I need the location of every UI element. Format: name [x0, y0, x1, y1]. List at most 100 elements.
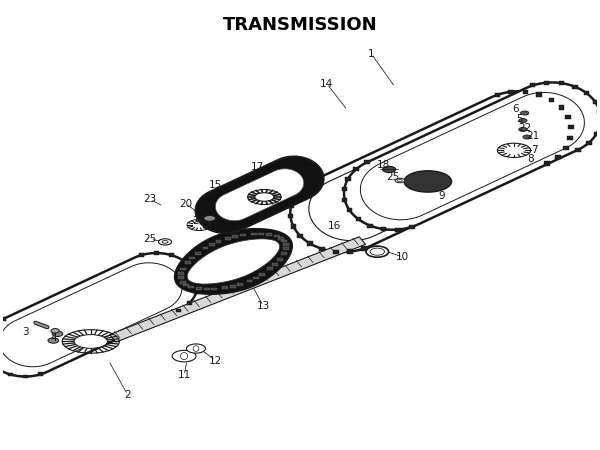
Polygon shape — [110, 237, 365, 342]
Bar — [341, 187, 347, 191]
Bar — [283, 243, 289, 246]
Text: 25: 25 — [386, 172, 400, 182]
Text: 5: 5 — [517, 114, 523, 124]
Text: 8: 8 — [527, 154, 534, 164]
Bar — [183, 284, 189, 286]
Bar — [259, 273, 265, 275]
Text: 16: 16 — [328, 221, 341, 231]
Bar — [523, 90, 529, 94]
Text: TRANSMISSION: TRANSMISSION — [223, 16, 377, 34]
Bar — [342, 198, 347, 202]
Text: 22: 22 — [518, 123, 532, 133]
Ellipse shape — [48, 338, 59, 343]
Polygon shape — [361, 92, 584, 220]
Text: 6: 6 — [512, 104, 518, 114]
Text: 4: 4 — [50, 333, 56, 343]
Bar — [312, 178, 317, 182]
Bar — [563, 146, 569, 150]
Bar — [293, 193, 299, 198]
Bar — [347, 249, 353, 254]
Bar — [188, 286, 194, 288]
Bar — [266, 233, 272, 236]
Bar — [247, 279, 253, 282]
Text: 15: 15 — [209, 180, 222, 190]
Text: 3: 3 — [22, 327, 29, 337]
Text: 14: 14 — [320, 79, 334, 89]
Bar — [259, 233, 265, 235]
Ellipse shape — [519, 127, 527, 131]
Text: 21: 21 — [526, 131, 539, 141]
Ellipse shape — [519, 118, 527, 122]
Bar — [568, 136, 573, 140]
Text: 11: 11 — [178, 370, 191, 380]
Bar — [356, 217, 361, 221]
Bar — [367, 224, 373, 228]
Bar — [584, 91, 589, 95]
Text: 1: 1 — [368, 49, 374, 59]
Text: 20: 20 — [179, 198, 193, 209]
Bar — [182, 259, 187, 263]
Bar — [272, 263, 278, 266]
Bar — [196, 287, 202, 290]
Polygon shape — [175, 229, 292, 294]
Bar — [277, 258, 283, 261]
Bar — [8, 373, 13, 376]
Bar — [508, 90, 514, 94]
Bar — [240, 234, 246, 236]
Bar — [548, 98, 554, 102]
Bar — [495, 93, 500, 97]
Ellipse shape — [383, 166, 396, 172]
Polygon shape — [0, 263, 182, 367]
Bar — [215, 240, 221, 243]
Bar — [225, 237, 231, 239]
Ellipse shape — [162, 241, 168, 243]
Bar — [319, 247, 325, 251]
Bar — [185, 261, 191, 264]
Polygon shape — [196, 157, 323, 233]
Bar — [274, 235, 280, 238]
Ellipse shape — [397, 180, 402, 182]
Bar — [187, 301, 192, 305]
Ellipse shape — [395, 178, 404, 183]
Ellipse shape — [187, 344, 205, 353]
Bar — [209, 243, 215, 246]
Bar — [178, 272, 184, 275]
Bar — [333, 250, 339, 254]
Ellipse shape — [370, 248, 385, 255]
Polygon shape — [290, 91, 571, 252]
Ellipse shape — [521, 111, 529, 115]
Text: 13: 13 — [257, 301, 270, 311]
Bar — [353, 167, 359, 171]
Text: 7: 7 — [532, 145, 538, 155]
Bar — [222, 286, 228, 289]
Text: 17: 17 — [251, 162, 264, 172]
Ellipse shape — [523, 135, 531, 139]
Bar — [559, 105, 564, 110]
Bar — [594, 131, 599, 135]
Bar — [278, 237, 284, 240]
Bar — [237, 283, 243, 286]
Bar — [555, 155, 560, 159]
Bar — [598, 121, 600, 125]
Polygon shape — [309, 103, 553, 241]
Bar — [361, 247, 367, 251]
Ellipse shape — [203, 216, 215, 221]
Ellipse shape — [404, 171, 452, 192]
Text: 25: 25 — [143, 234, 157, 244]
Bar — [298, 234, 303, 238]
Bar — [203, 247, 208, 249]
Ellipse shape — [158, 239, 172, 245]
Bar — [180, 281, 186, 284]
Polygon shape — [344, 82, 600, 230]
Bar — [364, 160, 370, 164]
Bar — [194, 291, 199, 294]
Bar — [178, 276, 184, 279]
Bar — [530, 83, 535, 87]
Bar — [572, 85, 578, 89]
Bar — [568, 125, 574, 130]
Text: 12: 12 — [209, 356, 222, 365]
Bar — [195, 252, 200, 255]
Bar — [253, 276, 259, 279]
Bar — [281, 252, 287, 255]
Text: 2: 2 — [124, 390, 131, 400]
